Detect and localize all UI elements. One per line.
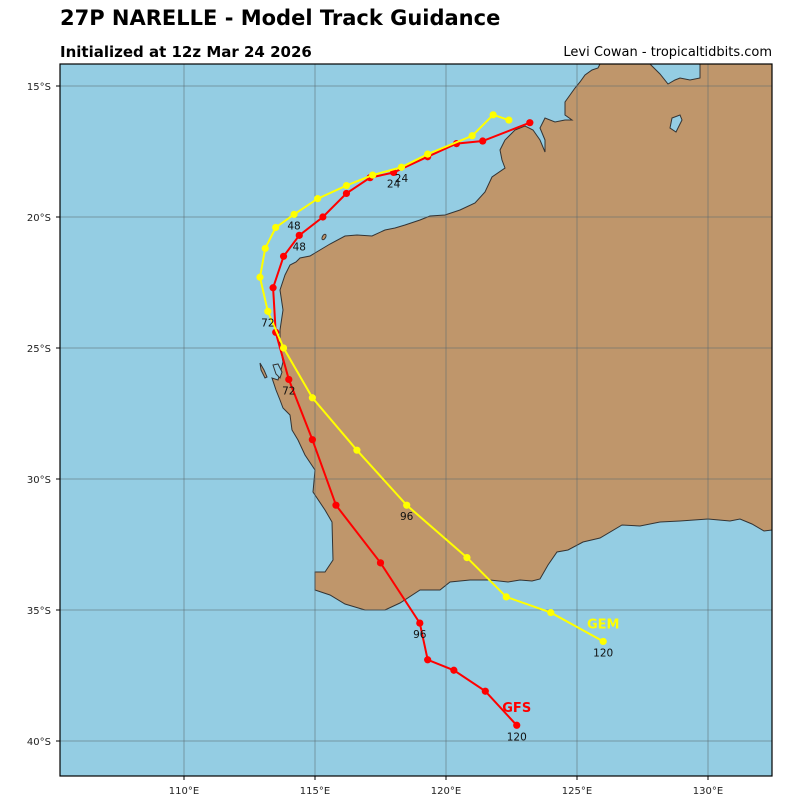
- lat-tick-label: 20°S: [27, 213, 51, 224]
- credit-label: Levi Cowan - tropicaltidbits.com: [563, 45, 772, 60]
- track-point: [332, 501, 340, 509]
- track-point: [397, 163, 406, 171]
- forecast-hour-label: 120: [507, 731, 527, 743]
- track-point: [489, 111, 497, 119]
- lon-tick-label: 115°E: [300, 786, 330, 797]
- axis-ticks: 15°S 20°S 25°S 30°S 35°S 40°S 110°E 115°E 120°E 1…: [27, 82, 723, 797]
- track-point: [279, 252, 288, 260]
- track-point: [264, 307, 272, 315]
- track-point: [424, 150, 432, 158]
- track-point: [463, 554, 471, 562]
- track-point: [424, 656, 432, 664]
- peninsula-shark-bay: [272, 363, 283, 379]
- track-point: [481, 687, 489, 695]
- lat-tick-label: 35°S: [27, 606, 51, 617]
- track-point: [505, 116, 513, 124]
- model-tracks: 24 48 72 96 120 GFS 24 48 72 96 120 GEM: [256, 111, 619, 743]
- track-point: [479, 137, 487, 145]
- track-point: [285, 375, 293, 384]
- lon-tick-label: 120°E: [431, 786, 461, 797]
- track-point: [526, 119, 534, 127]
- track-point: [308, 436, 316, 444]
- forecast-hour-label: 24: [395, 173, 409, 185]
- inland-water: [669, 114, 683, 133]
- forecast-hour-label: 72: [261, 317, 274, 329]
- track-point: [513, 721, 521, 729]
- forecast-hour-label: 96: [400, 511, 414, 523]
- lon-tick-label: 130°E: [693, 786, 723, 797]
- track-point: [502, 593, 510, 601]
- track-point: [353, 446, 361, 454]
- track-point: [416, 619, 424, 627]
- lat-tick-label: 30°S: [27, 475, 51, 486]
- forecast-hour-label: 48: [287, 220, 300, 232]
- forecast-hour-label: 120: [593, 647, 613, 659]
- track-point: [261, 244, 269, 253]
- track-gem: 24 48 72 96 120 GEM: [256, 111, 619, 659]
- lat-tick-label: 15°S: [27, 82, 51, 93]
- track-point: [314, 195, 322, 203]
- lat-tick-label: 40°S: [27, 737, 51, 748]
- track-point: [450, 666, 458, 674]
- chart-title: 27P NARELLE - Model Track Guidance: [60, 6, 501, 30]
- track-point: [256, 273, 264, 281]
- track-point: [342, 189, 351, 198]
- lon-tick-label: 125°E: [562, 786, 592, 797]
- track-point: [295, 231, 303, 239]
- track-point: [376, 559, 385, 567]
- forecast-hour-label: 48: [293, 241, 306, 253]
- track-point: [547, 609, 555, 617]
- forecast-hour-label: 96: [413, 629, 427, 641]
- model-label-gem: GEM: [587, 617, 620, 632]
- forecast-hour-label: 72: [282, 385, 295, 397]
- gridlines: [60, 64, 772, 776]
- barrow-island: [321, 233, 327, 241]
- track-point: [272, 223, 280, 232]
- map-frame: [59, 63, 773, 777]
- shark-bay-island: [259, 362, 268, 379]
- track-point: [290, 210, 298, 218]
- model-label-gfs: GFS: [502, 701, 531, 716]
- lat-tick-label: 25°S: [27, 344, 51, 355]
- track-point: [279, 344, 288, 352]
- lon-tick-label: 110°E: [169, 786, 199, 797]
- forecast-hour-label: 24: [387, 178, 401, 190]
- track-point: [369, 171, 377, 179]
- track-point: [468, 132, 476, 140]
- track-point: [342, 181, 351, 190]
- track-point: [319, 213, 327, 221]
- track-point: [308, 394, 316, 402]
- track-point: [269, 284, 277, 292]
- init-time-subtitle: Initialized at 12z Mar 24 2026: [60, 43, 312, 61]
- track-point: [599, 637, 607, 646]
- track-point: [403, 501, 411, 509]
